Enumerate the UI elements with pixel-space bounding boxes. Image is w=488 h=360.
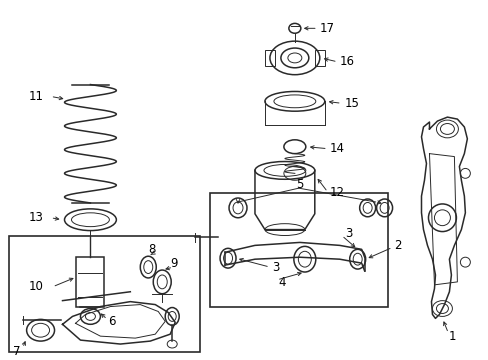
Bar <box>264 50 274 66</box>
Text: 13: 13 <box>29 211 43 224</box>
Text: 14: 14 <box>329 142 344 155</box>
Bar <box>210 193 387 307</box>
Text: 3: 3 <box>344 227 351 240</box>
Text: 15: 15 <box>344 97 359 110</box>
Bar <box>9 235 200 352</box>
Bar <box>76 257 104 307</box>
Text: 4: 4 <box>277 276 285 289</box>
Text: 1: 1 <box>447 330 455 343</box>
Text: 17: 17 <box>319 22 334 35</box>
Text: 12: 12 <box>329 186 344 199</box>
Text: 11: 11 <box>29 90 43 103</box>
Text: 7: 7 <box>13 346 20 359</box>
Text: 6: 6 <box>108 315 116 328</box>
Text: 10: 10 <box>29 280 43 293</box>
Text: 16: 16 <box>339 55 354 68</box>
Text: 2: 2 <box>394 239 401 252</box>
Text: 3: 3 <box>271 261 279 274</box>
Text: 5: 5 <box>295 178 303 191</box>
Text: 9: 9 <box>170 257 177 270</box>
Text: 8: 8 <box>148 243 155 256</box>
Bar <box>314 50 324 66</box>
